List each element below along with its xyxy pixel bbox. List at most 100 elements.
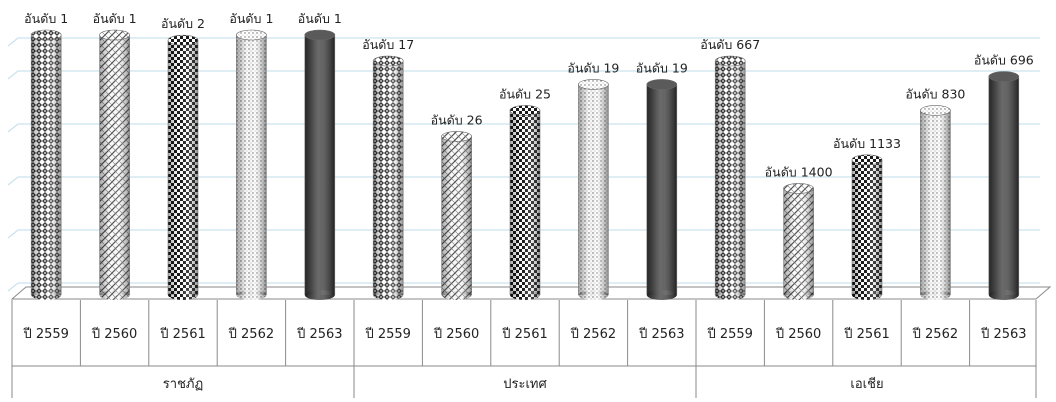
bar-ประเทศ-ปี 2559 bbox=[372, 55, 404, 300]
bar-ประเทศ-ปี 2561 bbox=[509, 105, 541, 300]
bar-outline bbox=[783, 188, 814, 295]
bar-base-shade bbox=[99, 290, 130, 300]
bar-top bbox=[99, 29, 130, 41]
bar-shade bbox=[988, 76, 1019, 295]
bar-base-shade bbox=[510, 290, 540, 300]
bar-top bbox=[509, 105, 541, 116]
bar-outline bbox=[30, 35, 62, 295]
rank-label: อันดับ 19 bbox=[567, 60, 619, 75]
bar-base-shade bbox=[920, 290, 951, 300]
bar-เอเชีย-ปี 2563 bbox=[988, 71, 1020, 300]
bar-outline bbox=[372, 61, 404, 295]
bar-top bbox=[30, 29, 62, 41]
bar-ราชภัฏ-ปี 2561 bbox=[167, 34, 199, 300]
bar-outline bbox=[646, 84, 678, 295]
rank-label: อันดับ 1 bbox=[298, 11, 342, 26]
category-tick-label: ปี 2563 bbox=[296, 326, 342, 342]
bar-top bbox=[372, 55, 404, 67]
rank-label: อันดับ 1400 bbox=[765, 164, 833, 179]
bar-shade bbox=[31, 35, 62, 295]
bar-ประเทศ-ปี 2560 bbox=[441, 131, 472, 300]
bar-shade bbox=[304, 35, 335, 295]
bar-base-shade bbox=[168, 290, 198, 300]
bar-shade bbox=[715, 61, 746, 295]
bar-base-shade bbox=[441, 290, 472, 300]
category-tick-label: ปี 2561 bbox=[843, 326, 889, 342]
rank-label: อันดับ 2 bbox=[161, 16, 205, 31]
bar-base-shade bbox=[373, 290, 404, 300]
bar-top bbox=[167, 34, 199, 46]
bar-top bbox=[441, 131, 472, 142]
category-tick-label: ปี 2560 bbox=[91, 326, 137, 342]
bar-outline bbox=[304, 35, 336, 295]
bar-เอเชีย-ปี 2561 bbox=[851, 154, 883, 300]
bar-outline bbox=[851, 159, 883, 295]
gridline-depth bbox=[7, 176, 19, 186]
bar-shade bbox=[578, 84, 609, 296]
bar-shade bbox=[920, 110, 951, 296]
group-label: ประเทศ bbox=[503, 377, 547, 392]
bar-top bbox=[236, 29, 267, 41]
bar-base-shade bbox=[304, 290, 335, 300]
rank-label: อันดับ 17 bbox=[362, 37, 414, 52]
category-axis-table: ปี 2559 ปี 2560 ปี 2561 ปี 2562 ปี 2563 ปี 25… bbox=[11, 300, 1037, 398]
bar-เอเชีย-ปี 2560 bbox=[783, 183, 814, 300]
bar-outline bbox=[714, 61, 746, 295]
gridline-depth bbox=[7, 37, 19, 47]
gridline-depth bbox=[7, 282, 19, 292]
rank-label: อันดับ 19 bbox=[636, 60, 688, 75]
category-tick-label: ปี 2562 bbox=[912, 326, 958, 342]
rank-label: อันดับ 25 bbox=[499, 86, 551, 101]
rank-label: อันดับ 1 bbox=[93, 11, 137, 26]
bar-base-shade bbox=[988, 290, 1019, 300]
bar-ประเทศ-ปี 2562 bbox=[578, 79, 609, 300]
bar-shade bbox=[373, 61, 404, 295]
rank-label: อันดับ 26 bbox=[431, 112, 483, 127]
category-tick-label: ปี 2562 bbox=[228, 326, 274, 342]
bar-outline bbox=[441, 136, 472, 295]
bar-shade bbox=[99, 35, 130, 295]
bar-ราชภัฏ-ปี 2560 bbox=[99, 29, 130, 300]
category-tick-label: ปี 2560 bbox=[775, 326, 821, 342]
rank-label: อันดับ 1 bbox=[229, 11, 273, 26]
rank-label: อันดับ 696 bbox=[974, 53, 1034, 68]
bar-outline bbox=[509, 110, 541, 295]
bar-outline bbox=[167, 40, 199, 295]
bar-outline bbox=[578, 84, 609, 295]
gridline-depth bbox=[7, 123, 19, 133]
bar-ราชภัฏ-ปี 2562 bbox=[236, 29, 267, 300]
rank-labels: อันดับ 1 อันดับ 1 อันดับ 2 อันดับ 1 อันดับ 1… bbox=[24, 11, 1034, 179]
bar-shade bbox=[852, 159, 882, 295]
rank-label: อันดับ 1133 bbox=[833, 136, 901, 151]
category-tick-label: ปี 2559 bbox=[22, 326, 68, 342]
bar-top bbox=[783, 183, 814, 194]
bar-top bbox=[646, 79, 678, 90]
bar-top bbox=[304, 29, 336, 41]
bar-base-shade bbox=[715, 290, 746, 300]
bar-top bbox=[851, 154, 883, 166]
gridline-depth bbox=[7, 229, 19, 239]
bar-shade bbox=[168, 40, 198, 296]
bar-outline bbox=[99, 35, 130, 295]
bar-shade bbox=[510, 110, 540, 296]
category-tick-label: ปี 2563 bbox=[980, 326, 1026, 342]
bar-shade bbox=[236, 35, 267, 295]
bar-top bbox=[920, 105, 951, 116]
bar-shade bbox=[783, 188, 814, 295]
bar-outline bbox=[988, 76, 1020, 295]
bar-ประเทศ-ปี 2563 bbox=[646, 79, 678, 300]
category-tick-label: ปี 2562 bbox=[570, 326, 616, 342]
bar-ราชภัฏ-ปี 2559 bbox=[30, 29, 62, 300]
rank-label: อันดับ 667 bbox=[700, 37, 760, 52]
bar-outline bbox=[236, 35, 267, 295]
category-tick-label: ปี 2563 bbox=[638, 326, 684, 342]
rank-label: อันดับ 830 bbox=[905, 86, 965, 101]
category-tick-label: ปี 2560 bbox=[433, 326, 479, 342]
bar-base-shade bbox=[236, 290, 267, 300]
category-tick-label: ปี 2559 bbox=[364, 326, 410, 342]
bars bbox=[30, 29, 1020, 300]
bar-base-shade bbox=[852, 290, 882, 300]
category-tick-label: ปี 2561 bbox=[501, 326, 547, 342]
bar-top bbox=[578, 79, 609, 90]
